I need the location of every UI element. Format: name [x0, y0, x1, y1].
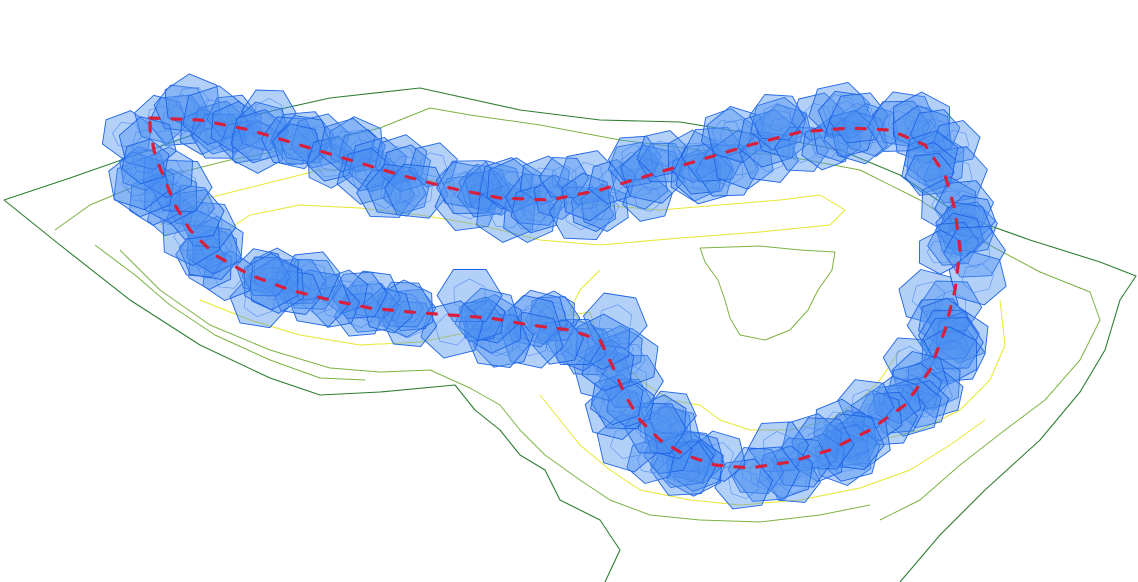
octahedron-cell — [538, 157, 590, 199]
contour-line-outer — [3, 87, 1137, 582]
octahedron-cell — [436, 269, 503, 322]
trajectory-dashed-line — [148, 116, 962, 470]
contour-line-outer2 — [3, 199, 621, 582]
octahedron-cell — [380, 144, 431, 193]
octahedron-cell — [917, 309, 980, 360]
octahedron-cell — [180, 108, 226, 156]
octahedron-cell — [559, 327, 618, 376]
octahedron-cell — [817, 423, 881, 482]
octahedron-cell — [330, 271, 388, 319]
octahedron-cell — [356, 169, 416, 218]
octahedron-cell — [727, 447, 785, 495]
octahedron-cell — [532, 319, 584, 365]
octahedron-cell — [162, 206, 221, 267]
octahedron-cell — [580, 183, 629, 232]
octahedron-cell — [749, 94, 806, 141]
cell-cloud — [101, 73, 1007, 510]
octahedron-cell — [733, 446, 800, 502]
octahedron-cell — [823, 109, 875, 158]
octahedron-cell — [510, 184, 563, 234]
octahedron-cell — [561, 172, 612, 222]
octahedron-cell — [931, 120, 981, 165]
octahedron-cell — [113, 156, 175, 218]
octahedron-cell — [927, 221, 980, 266]
octahedron-cell — [935, 310, 989, 364]
octahedron-cell — [118, 116, 177, 171]
octahedron-cell — [408, 142, 458, 188]
octahedron-cell — [166, 189, 225, 240]
octahedron-cell — [548, 186, 615, 241]
octahedron-cell — [850, 389, 903, 442]
contour-line-bottom-in — [539, 394, 986, 506]
octahedron-cell — [714, 458, 774, 510]
octahedron-cell — [691, 430, 746, 482]
octahedron-cell — [342, 147, 390, 192]
octahedron-cell — [886, 362, 942, 415]
octahedron-cell — [588, 159, 636, 205]
octahedron-cell — [590, 373, 644, 426]
octahedron-cell — [458, 296, 506, 342]
octahedron-cell — [377, 279, 434, 338]
contour-line-mid2 — [119, 249, 871, 523]
octahedron-cell — [272, 123, 323, 170]
octahedron-cell — [244, 253, 299, 311]
octahedron-cell — [581, 339, 635, 392]
octahedron-cell — [164, 73, 221, 130]
contour-line-left-mid — [94, 244, 366, 381]
octahedron-cell — [636, 130, 689, 178]
octahedron-cell — [178, 224, 242, 280]
contour-line-in3 — [569, 269, 901, 431]
trajectory-path — [148, 116, 962, 470]
contour-line-pit — [699, 245, 836, 341]
